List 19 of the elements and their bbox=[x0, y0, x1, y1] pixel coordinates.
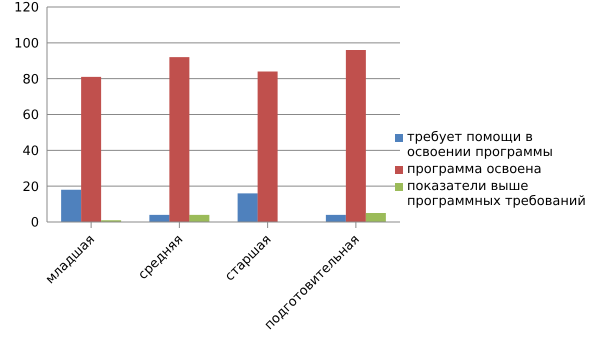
y-tick-label: 100 bbox=[14, 36, 39, 52]
bar bbox=[258, 72, 278, 222]
y-tick-label: 120 bbox=[14, 0, 39, 16]
bar bbox=[326, 214, 346, 222]
bar bbox=[189, 214, 210, 222]
y-tick-label: 20 bbox=[22, 180, 39, 195]
y-tick-label: 80 bbox=[22, 72, 39, 88]
bar bbox=[61, 190, 82, 222]
bar bbox=[366, 213, 386, 222]
bar bbox=[149, 214, 170, 222]
legend-label: показатели выше программных требований bbox=[407, 178, 587, 208]
y-tick-label: 40 bbox=[22, 144, 39, 159]
bar bbox=[238, 193, 258, 222]
y-tick-label: 60 bbox=[22, 108, 39, 124]
bar bbox=[81, 76, 102, 222]
bar bbox=[346, 50, 366, 222]
bar bbox=[169, 57, 190, 222]
y-tick-label: 0 bbox=[30, 216, 39, 231]
legend-label: программа освоена bbox=[407, 162, 542, 176]
